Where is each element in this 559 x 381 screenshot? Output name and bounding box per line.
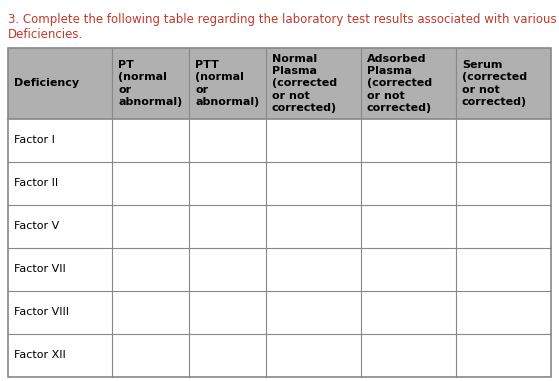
Text: PTT
(normal
or
abnormal): PTT (normal or abnormal)	[195, 60, 259, 107]
Text: Adsorbed
Plasma
(corrected
or not
corrected): Adsorbed Plasma (corrected or not correc…	[367, 54, 432, 113]
Bar	[8, 291, 551, 334]
Bar	[8, 119, 551, 162]
Text: Serum
(corrected
or not
corrected): Serum (corrected or not corrected)	[462, 60, 527, 107]
Text: Deficiencies.: Deficiencies.	[8, 29, 83, 42]
Text: PT
(normal
or
abnormal): PT (normal or abnormal)	[118, 60, 182, 107]
Bar	[8, 205, 551, 248]
Text: Factor VIII: Factor VIII	[14, 307, 69, 317]
Text: 3. Complete the following table regarding the laboratory test results associated: 3. Complete the following table regardin…	[8, 13, 559, 26]
Bar	[8, 48, 551, 377]
Text: Factor V: Factor V	[14, 221, 59, 231]
Bar	[8, 48, 551, 119]
Text: Factor II: Factor II	[14, 178, 58, 188]
Text: Factor I: Factor I	[14, 135, 55, 145]
Text: Normal
Plasma
(corrected
or not
corrected): Normal Plasma (corrected or not correcte…	[272, 54, 337, 113]
Bar	[8, 162, 551, 205]
Text: Deficiency: Deficiency	[14, 78, 79, 88]
Bar	[8, 334, 551, 377]
Text: Factor VII: Factor VII	[14, 264, 66, 274]
Bar	[8, 248, 551, 291]
Text: Factor XII: Factor XII	[14, 351, 66, 360]
